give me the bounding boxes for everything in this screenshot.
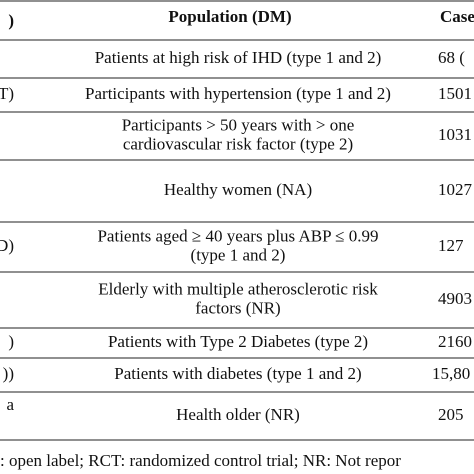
- footnote: : open label; RCT: randomized control tr…: [0, 451, 401, 470]
- cases-cell: 1501: [438, 84, 472, 103]
- population-cell: Health older (NR): [176, 405, 300, 424]
- population-cell: Patients with diabetes (type 1 and 2): [114, 364, 361, 383]
- cases-cell: 2160: [438, 332, 472, 351]
- cases-cell: 68 (: [438, 48, 465, 67]
- population-cell: Participants > 50 years with > one: [122, 115, 355, 134]
- header-population: Population (DM): [168, 7, 291, 26]
- cases-cell: 205: [438, 405, 464, 424]
- population-cell: Elderly with multiple atherosclerotic ri…: [98, 279, 378, 298]
- population-cell: Patients with Type 2 Diabetes (type 2): [108, 332, 368, 351]
- cases-cell: 4903: [438, 289, 472, 308]
- population-cell: (type 1 and 2): [191, 245, 286, 264]
- header-left: ): [8, 11, 14, 30]
- population-cell: Patients aged ≥ 40 years plus ABP ≤ 0.99: [97, 226, 378, 245]
- population-cell: Healthy women (NA): [164, 180, 312, 199]
- left-cell: T): [0, 84, 14, 103]
- cases-cell: 15,80: [432, 364, 470, 383]
- cases-cell: 127: [438, 236, 464, 255]
- left-cell: )): [3, 364, 14, 383]
- cases-cell: 1031: [438, 125, 472, 144]
- population-cell: Patients at high risk of IHD (type 1 and…: [95, 48, 382, 67]
- left-cell: D): [0, 236, 14, 255]
- population-cell: factors (NR): [195, 298, 280, 317]
- left-cell: a: [6, 395, 14, 414]
- cases-cell: 1027: [438, 180, 473, 199]
- population-cell: cardiovascular risk factor (type 2): [123, 134, 353, 153]
- left-cell: ): [8, 332, 14, 351]
- population-cell: Participants with hypertension (type 1 a…: [85, 84, 391, 103]
- header-cases: Case: [440, 7, 474, 26]
